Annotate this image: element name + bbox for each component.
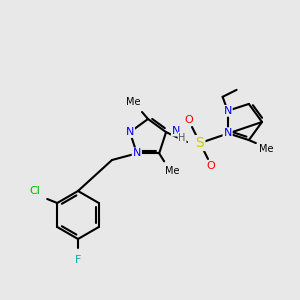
Text: H: H	[178, 133, 186, 142]
Text: O: O	[184, 115, 194, 125]
Text: Me: Me	[259, 144, 273, 154]
Text: S: S	[196, 136, 204, 150]
Text: N: N	[224, 106, 232, 116]
Text: Cl: Cl	[30, 186, 41, 196]
Text: O: O	[207, 161, 215, 171]
Text: Me: Me	[165, 167, 179, 176]
Text: N: N	[224, 128, 232, 138]
Text: N: N	[172, 126, 180, 136]
Text: N: N	[133, 148, 141, 158]
Text: N: N	[126, 127, 134, 137]
Text: Me: Me	[126, 97, 140, 107]
Text: F: F	[75, 255, 81, 265]
